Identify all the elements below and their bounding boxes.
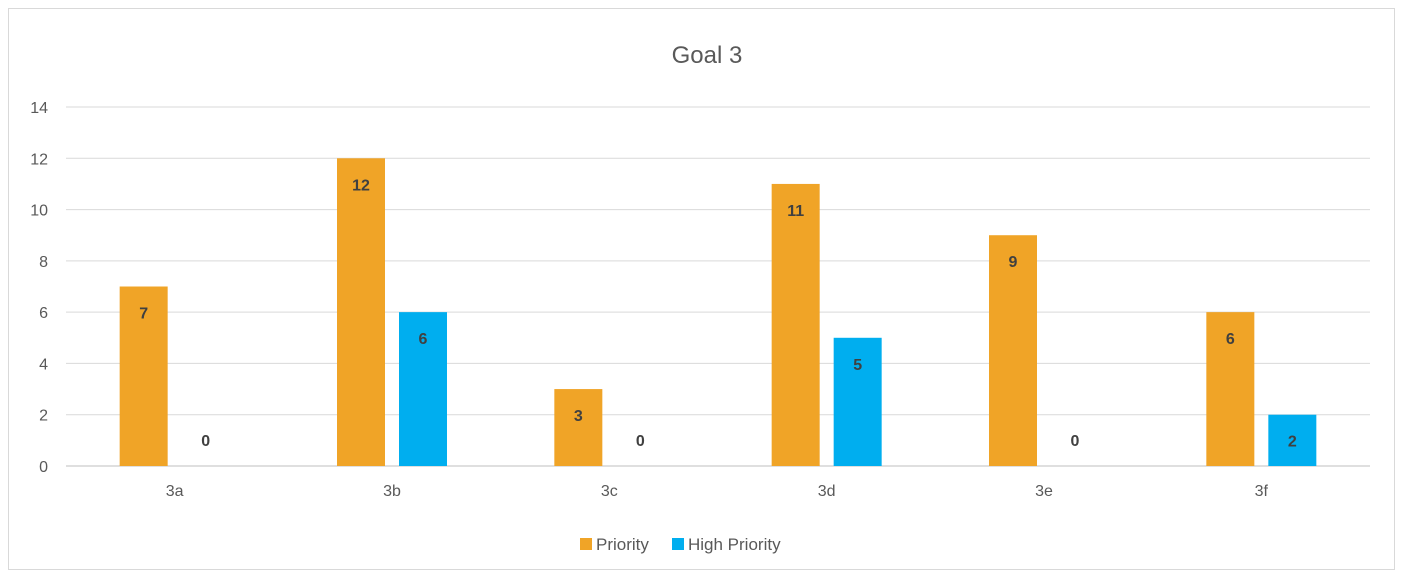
bar-priority-3d — [771, 183, 820, 466]
data-label: 12 — [352, 177, 370, 194]
data-label: 3 — [574, 408, 583, 425]
legend: Priority High Priority — [580, 535, 781, 554]
y-tick-label: 10 — [30, 203, 48, 220]
y-tick-label: 2 — [39, 408, 48, 425]
data-label: 6 — [1226, 331, 1235, 348]
gridlines — [66, 106, 1370, 467]
legend-swatch — [580, 538, 592, 550]
chart-frame — [8, 8, 1395, 570]
bar-high-priority-3b — [399, 312, 447, 466]
y-tick-label: 12 — [30, 151, 48, 168]
y-tick-label: 0 — [39, 459, 48, 476]
x-tick-label: 3d — [818, 483, 836, 500]
bar-priority-3c — [554, 389, 603, 466]
y-axis-ticks: 0 2 4 6 8 10 12 14 — [30, 100, 48, 476]
data-label: 6 — [419, 331, 428, 348]
bar-priority-3e — [989, 235, 1037, 466]
data-label: 0 — [636, 433, 645, 450]
data-label: 5 — [853, 357, 862, 374]
bar-priority-3a — [119, 286, 168, 466]
chart-title: Goal 3 — [672, 42, 743, 69]
x-tick-label: 3b — [383, 483, 401, 500]
data-label: 7 — [139, 306, 148, 323]
legend-label: Priority — [596, 535, 649, 554]
y-tick-label: 14 — [30, 100, 48, 117]
bar-priority-3f — [1206, 312, 1255, 466]
data-label: 9 — [1009, 254, 1018, 271]
x-tick-label: 3e — [1035, 483, 1053, 500]
x-tick-label: 3f — [1255, 483, 1269, 500]
y-tick-label: 8 — [39, 254, 48, 271]
y-tick-label: 6 — [39, 305, 48, 322]
bars — [119, 158, 1317, 467]
bar-high-priority-3d — [833, 337, 882, 466]
legend-label: High Priority — [688, 535, 781, 554]
data-label: 11 — [787, 203, 804, 220]
legend-swatch — [672, 538, 684, 550]
data-label: 0 — [201, 433, 210, 450]
bar-priority-3b — [337, 158, 385, 467]
x-tick-label: 3a — [166, 483, 184, 500]
bar-high-priority-3f — [1268, 414, 1317, 466]
data-label: 0 — [1071, 433, 1080, 450]
x-axis-ticks: 3a 3b 3c 3d 3e 3f — [166, 483, 1269, 500]
y-tick-label: 4 — [39, 356, 48, 373]
x-tick-label: 3c — [601, 483, 618, 500]
data-label: 2 — [1288, 434, 1297, 451]
data-labels: 7 0 12 6 3 0 11 5 9 0 6 2 — [139, 177, 1297, 450]
